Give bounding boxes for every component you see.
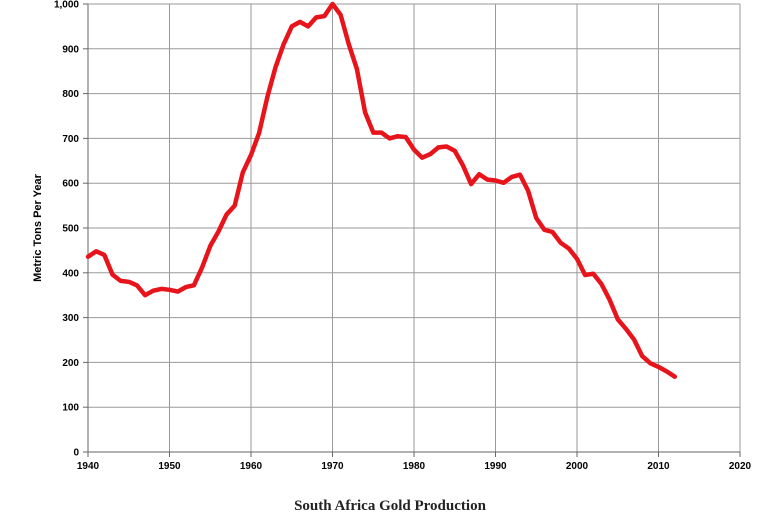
x-tick-labels: 1940 1950 1960 1970 1980 1990 2000 2010 2020 xyxy=(77,461,752,472)
axes xyxy=(83,3,741,457)
chart-title: South Africa Gold Production xyxy=(294,498,486,514)
y-tick-label: 500 xyxy=(62,224,79,235)
y-tick-label: 200 xyxy=(62,358,79,369)
x-tick-label: 1990 xyxy=(484,461,507,472)
x-tick-label: 1980 xyxy=(403,461,426,472)
x-tick-label: 2010 xyxy=(647,461,670,472)
series-group xyxy=(85,1,678,379)
x-tick-label: 1940 xyxy=(77,461,100,472)
y-tick-label: 900 xyxy=(62,44,79,55)
y-tick-label: 300 xyxy=(62,313,79,324)
y-tick-label: 800 xyxy=(62,89,79,100)
y-tick-label: 0 xyxy=(73,448,79,459)
y-tick-label: 700 xyxy=(62,134,79,145)
y-tick-label: 600 xyxy=(62,179,79,190)
x-tick-label: 2020 xyxy=(729,461,752,472)
x-tick-label: 2000 xyxy=(566,461,589,472)
y-tick-label: 1,000 xyxy=(54,0,79,11)
y-tick-labels: 0 100 200 300 400 500 600 700 800 900 1,000 xyxy=(54,0,79,459)
y-tick-label: 400 xyxy=(62,268,79,279)
grid-lines xyxy=(88,3,741,452)
y-tick-label: 100 xyxy=(62,403,79,414)
x-tick-label: 1960 xyxy=(240,461,263,472)
x-tick-label: 1970 xyxy=(321,461,344,472)
series-line-gold-production xyxy=(85,1,678,379)
y-axis-label: Metric Tons Per Year xyxy=(32,173,44,282)
x-tick-label: 1950 xyxy=(158,461,181,472)
